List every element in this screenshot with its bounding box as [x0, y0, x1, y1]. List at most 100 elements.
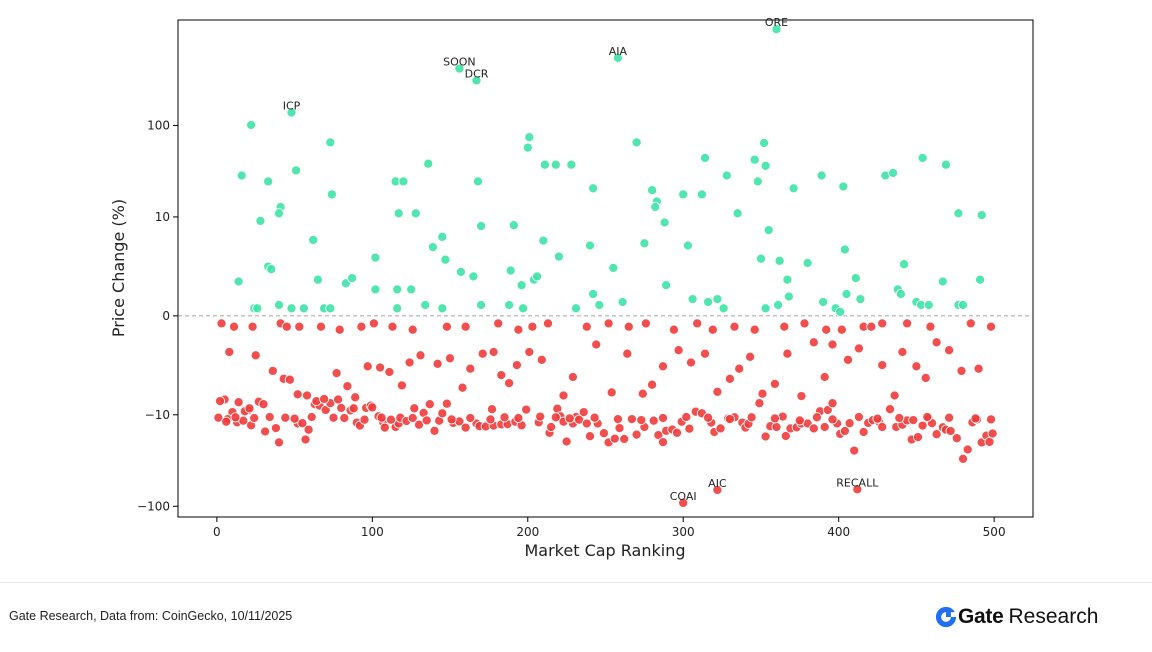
- positive-point: [566, 159, 577, 170]
- positive-point: [347, 273, 358, 284]
- negative-point: [819, 421, 830, 433]
- negative-point: [908, 415, 919, 426]
- positive-point: [612, 52, 623, 63]
- negative-point: [584, 431, 596, 442]
- positive-point: [976, 210, 987, 221]
- positive-point: [255, 215, 266, 226]
- negative-point: [233, 397, 244, 408]
- positive-point: [398, 176, 409, 187]
- negative-point: [849, 445, 860, 456]
- negative-point: [339, 412, 350, 424]
- negative-point: [692, 318, 703, 329]
- negative-point: [609, 433, 620, 444]
- negative-point: [944, 345, 955, 356]
- negative-point: [647, 379, 658, 390]
- negative-point: [808, 337, 819, 348]
- negative-point: [957, 453, 969, 464]
- positive-point: [584, 240, 596, 251]
- positive-point: [570, 303, 582, 314]
- negative-point: [524, 346, 535, 358]
- positive-point: [699, 152, 711, 163]
- positive-point: [760, 160, 771, 171]
- annotation-label: ORE: [765, 16, 788, 29]
- negative-point: [631, 429, 642, 440]
- positive-point: [437, 231, 448, 242]
- negative-point: [535, 411, 546, 422]
- negative-point: [684, 423, 695, 434]
- negative-point: [250, 350, 261, 361]
- positive-point: [553, 251, 564, 262]
- negative-point: [985, 414, 997, 425]
- negative-point: [648, 415, 659, 426]
- negative-point: [359, 414, 370, 425]
- positive-point: [661, 280, 672, 291]
- negative-point: [504, 378, 515, 389]
- positive-point: [539, 159, 550, 170]
- positive-point: [841, 288, 852, 300]
- negative-point: [657, 412, 669, 424]
- negative-point: [811, 412, 822, 423]
- negative-point: [858, 426, 869, 438]
- annotation-label: SOON: [443, 56, 476, 69]
- negative-point: [564, 413, 575, 424]
- negative-point: [301, 390, 313, 401]
- negative-point: [678, 497, 689, 508]
- positive-point: [298, 303, 309, 314]
- positive-point: [325, 303, 336, 314]
- y-tick-label: 10: [155, 210, 170, 224]
- negative-point: [328, 412, 339, 423]
- negative-point: [769, 378, 780, 389]
- negative-point: [668, 324, 679, 335]
- brand-suffix: Research: [1008, 605, 1099, 628]
- negative-point: [712, 484, 723, 495]
- positive-point: [617, 296, 628, 308]
- negative-point: [444, 353, 456, 364]
- negative-point: [707, 324, 718, 335]
- positive-point: [783, 291, 794, 302]
- negative-point: [729, 321, 740, 332]
- negative-point: [877, 421, 888, 433]
- annotation-label: DCR: [465, 67, 489, 80]
- negative-point: [350, 392, 361, 403]
- x-tick-label: 400: [827, 525, 850, 539]
- positive-point: [788, 183, 799, 194]
- positive-point: [326, 189, 337, 200]
- negative-point: [404, 357, 415, 368]
- positive-point: [659, 217, 670, 228]
- positive-point: [468, 271, 479, 282]
- positive-point: [588, 288, 599, 300]
- positive-point: [392, 303, 403, 314]
- negative-point: [511, 360, 522, 371]
- positive-point: [370, 284, 381, 295]
- negative-point: [612, 414, 623, 425]
- negative-point: [724, 414, 735, 425]
- negative-point: [917, 420, 928, 431]
- negative-point: [362, 361, 373, 372]
- positive-point: [588, 183, 599, 194]
- negative-point: [578, 407, 589, 418]
- negative-point: [224, 346, 235, 358]
- negative-point: [925, 321, 936, 332]
- negative-point: [432, 358, 443, 369]
- positive-point: [802, 257, 813, 269]
- negative-point: [749, 324, 760, 335]
- negative-point: [513, 324, 524, 335]
- negative-point: [260, 426, 271, 437]
- negative-point: [267, 365, 278, 376]
- negative-point: [853, 343, 864, 354]
- negative-point: [771, 421, 782, 433]
- gate-logo-icon: [935, 606, 957, 628]
- y-axis-label: Price Change (%): [109, 199, 128, 337]
- negative-point: [889, 390, 900, 401]
- data-points: [213, 24, 998, 508]
- negative-point: [657, 437, 669, 448]
- negative-point: [228, 321, 240, 332]
- positive-point: [898, 259, 910, 270]
- negative-point: [281, 321, 292, 332]
- positive-point: [687, 294, 698, 305]
- negative-point: [214, 396, 226, 407]
- negative-point: [429, 425, 440, 436]
- negative-point: [319, 393, 330, 405]
- negative-point: [912, 432, 924, 443]
- positive-point: [721, 170, 732, 181]
